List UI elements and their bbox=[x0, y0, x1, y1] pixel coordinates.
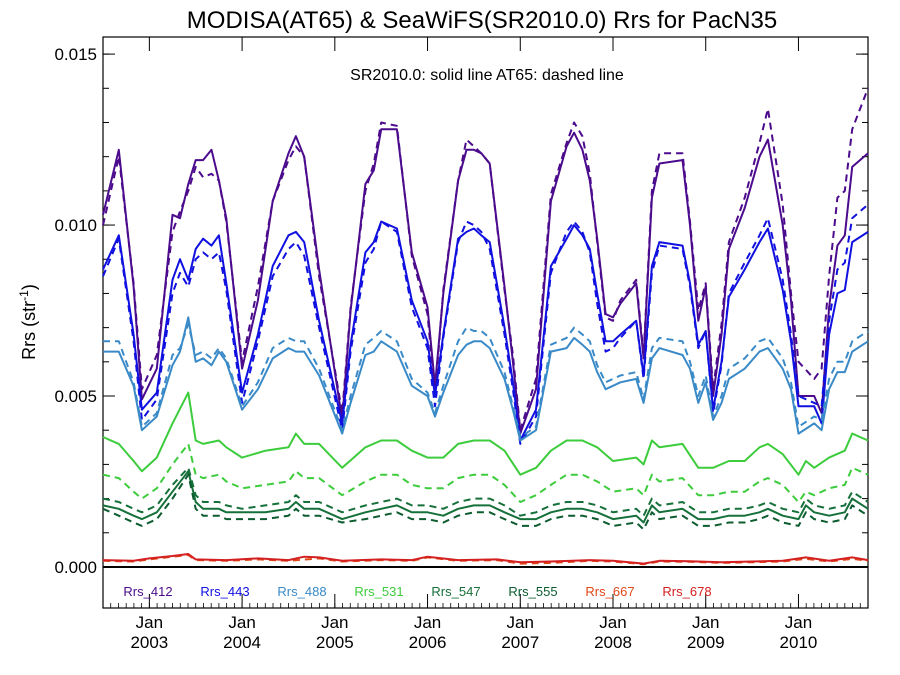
x-axis-ticks: Jan2003Jan2004Jan2005Jan2006Jan2007Jan20… bbox=[102, 37, 869, 652]
x-tick-year: 2010 bbox=[780, 633, 818, 652]
x-tick-year: 2006 bbox=[409, 633, 447, 652]
legend-entry-rrs-531: Rrs_531 bbox=[354, 584, 403, 599]
y-tick-label: 0.010 bbox=[54, 216, 97, 235]
series-rrs-412-sr2010-solid bbox=[102, 128, 869, 435]
legend-entry-rrs-412: Rrs_412 bbox=[123, 584, 172, 599]
y-axis-label-close: ) bbox=[19, 284, 39, 290]
series-rrs-443-sr2010-solid bbox=[102, 220, 869, 442]
y-axis-label-main: Rrs (str bbox=[19, 301, 39, 360]
legend-entry-rrs-488: Rrs_488 bbox=[277, 584, 326, 599]
x-tick-month: Jan bbox=[507, 613, 534, 632]
series-rrs-488-sr2010-solid bbox=[103, 316, 869, 442]
y-axis-label: Rrs (str-1) bbox=[17, 284, 39, 360]
y-axis-label-exponent: -1 bbox=[17, 290, 31, 301]
y-tick-label: 0.000 bbox=[54, 558, 97, 577]
x-tick-month: Jan bbox=[228, 613, 255, 632]
legend-entry-rrs-667: Rrs_667 bbox=[585, 584, 634, 599]
series-layer bbox=[102, 87, 869, 566]
chart-title: MODISA(AT65) & SeaWiFS(SR2010.0) Rrs for… bbox=[187, 7, 777, 34]
x-tick-month: Jan bbox=[136, 613, 163, 632]
x-tick-year: 2007 bbox=[501, 633, 539, 652]
x-tick-year: 2004 bbox=[223, 633, 261, 652]
series-rrs-547-sr2010-solid bbox=[102, 470, 869, 524]
y-tick-label: 0.015 bbox=[54, 45, 97, 64]
x-tick-month: Jan bbox=[692, 613, 719, 632]
x-tick-year: 2003 bbox=[130, 633, 168, 652]
series-rrs-412-at65-dashed bbox=[102, 87, 869, 432]
plot-frame bbox=[102, 36, 869, 609]
x-tick-year: 2005 bbox=[316, 633, 354, 652]
x-tick-year: 2009 bbox=[687, 633, 725, 652]
x-tick-month: Jan bbox=[414, 613, 441, 632]
series-rrs-488-at65-dashed bbox=[103, 323, 869, 438]
y-axis-ticks: 0.000 0.005 0.010 0.015 bbox=[54, 45, 868, 577]
legend-entry-rrs-547: Rrs_547 bbox=[431, 584, 480, 599]
series-rrs-531-sr2010-solid bbox=[102, 391, 869, 476]
y-tick-label: 0.005 bbox=[54, 387, 97, 406]
legend-entry-rrs-678: Rrs_678 bbox=[662, 584, 711, 599]
x-tick-month: Jan bbox=[321, 613, 348, 632]
series-rrs-531-at65-dashed bbox=[102, 442, 869, 503]
x-tick-month: Jan bbox=[599, 613, 626, 632]
legend: Rrs_412 Rrs_443 Rrs_488 Rrs_531 Rrs_547 Rrs_5… bbox=[123, 584, 711, 599]
series-rrs-555-at65-dashed bbox=[102, 473, 869, 531]
legend-entry-rrs-555: Rrs_555 bbox=[508, 584, 557, 599]
x-tick-year: 2008 bbox=[594, 633, 632, 652]
x-tick-month: Jan bbox=[785, 613, 812, 632]
series-rrs-678-sr2010-solid bbox=[102, 553, 869, 565]
series-rrs-547-at65-dashed bbox=[102, 466, 869, 517]
legend-entry-rrs-443: Rrs_443 bbox=[200, 584, 249, 599]
series-rrs-443-at65-dashed bbox=[102, 203, 869, 445]
line-style-note: SR2010.0: solid line AT65: dashed line bbox=[350, 67, 624, 84]
